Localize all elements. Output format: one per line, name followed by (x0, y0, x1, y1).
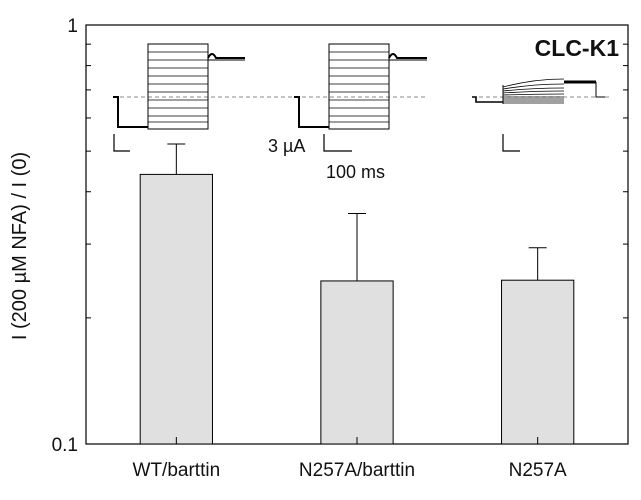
category-labels-group: WT/barttin N257A/barttin N257A (133, 460, 568, 481)
y-axis-label: I (200 µM NFA) / I (0) (9, 152, 31, 340)
inset-trace-n257a (472, 78, 610, 104)
error-bars-group (167, 143, 547, 444)
y-tick-label-1: 1 (67, 16, 78, 37)
inset-trace-wt-barttin (113, 43, 427, 130)
category-label-N257A: N257A (509, 460, 567, 481)
chart-title: CLC-K1 (535, 35, 620, 61)
scale-bars (113, 134, 520, 152)
y-axis-ticks (86, 24, 628, 445)
inset-trace-n257a-barttin (294, 43, 427, 130)
bars-group (139, 173, 575, 445)
y-tick-label-0.1: 0.1 (52, 435, 78, 456)
bar-WT/barttin (139, 173, 213, 445)
bar-N257A/barttin (320, 280, 394, 445)
category-label-N257A/barttin: N257A/barttin (299, 460, 415, 481)
scale-bar-time-label: 100 ms (326, 162, 385, 182)
category-label-WT/barttin: WT/barttin (133, 460, 221, 481)
bar-N257A (501, 279, 575, 445)
scale-bar-current-label: 3 µA (268, 136, 305, 156)
